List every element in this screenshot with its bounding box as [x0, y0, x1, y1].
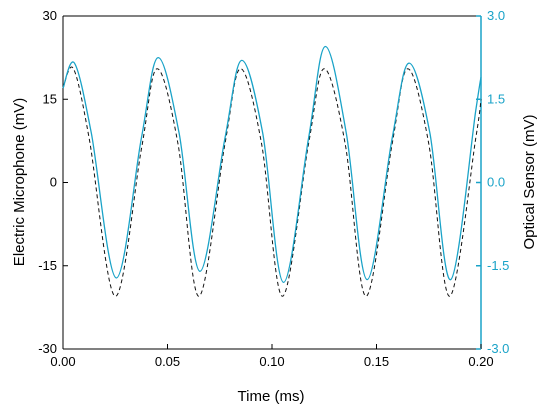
left-y-axis-title: Electric Microphone (mV) [11, 98, 28, 266]
right-y-tick-label: 1.5 [487, 91, 505, 106]
x-tick-label: 0.00 [50, 354, 75, 369]
right-y-tick-label: -1.5 [487, 258, 509, 273]
right-y-axis-title: Optical Sensor (mV) [521, 114, 538, 249]
microphone-line [62, 66, 482, 297]
left-y-tick-label: -15 [38, 258, 57, 273]
left-y-tick-label: 15 [43, 91, 57, 106]
series-layer [62, 45, 482, 297]
right-y-tick-label: 3.0 [487, 8, 505, 23]
right-y-tick-label: 0.0 [487, 175, 505, 190]
x-tick-label: 0.15 [364, 354, 389, 369]
left-y-tick-label: 30 [43, 8, 57, 23]
x-tick-label: 0.20 [468, 354, 493, 369]
x-tick-label: 0.05 [155, 354, 180, 369]
optical-sensor-line [62, 45, 482, 284]
right-y-tick-label: -3.0 [487, 341, 509, 356]
left-y-tick-label: -30 [38, 341, 57, 356]
axes-layer: 0.00 0.05 0.10 0.15 0.20 -30 -15 0 15 30 -3.0 -1.5 0… [38, 8, 509, 369]
plot-frame [62, 15, 482, 350]
x-tick-label: 0.10 [259, 354, 284, 369]
x-axis-title: Time (ms) [238, 388, 305, 405]
left-y-tick-label: 0 [50, 175, 57, 190]
